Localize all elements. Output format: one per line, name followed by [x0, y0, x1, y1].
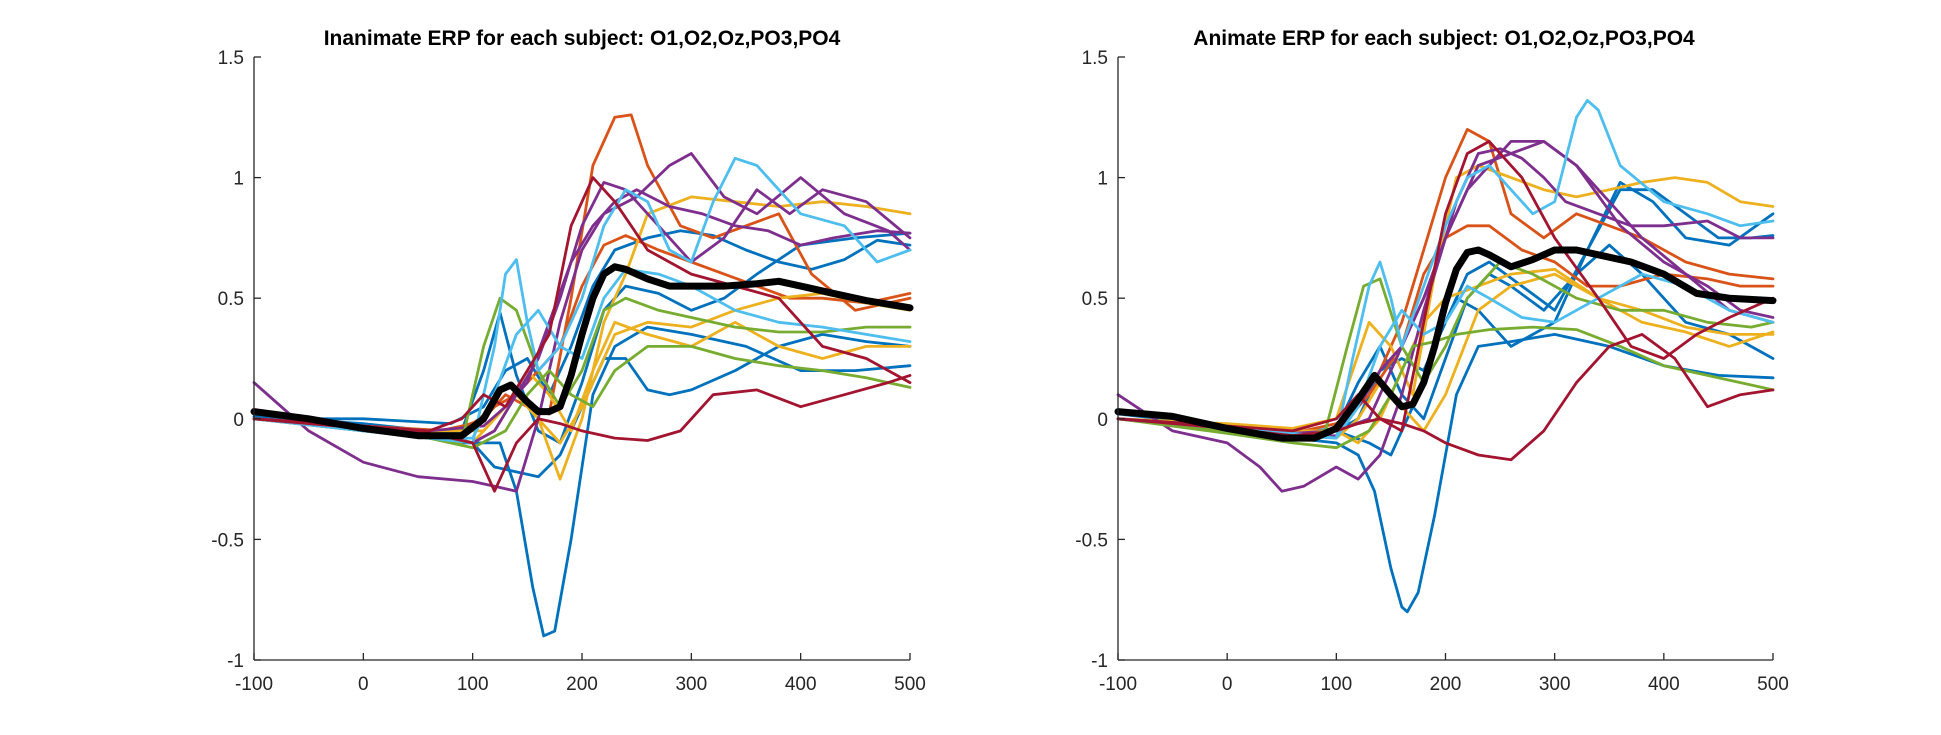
animate-erp-chart: Animate ERP for each subject: O1,O2,Oz,P…	[1075, 27, 1789, 695]
chart-title: Animate ERP for each subject: O1,O2,Oz,P…	[1193, 27, 1695, 50]
inanimate-erp-chart: Inanimate ERP for each subject: O1,O2,Oz…	[211, 27, 926, 695]
y-tick-label: -0.5	[211, 530, 244, 551]
y-tick-label: 1.5	[218, 48, 244, 69]
x-tick-label: 100	[1320, 674, 1352, 695]
x-tick-label: -100	[1099, 674, 1137, 695]
series-line-14	[252, 344, 912, 450]
x-tick-label: 400	[1648, 674, 1680, 695]
mean-line	[250, 263, 914, 440]
y-tick-label: 1	[233, 169, 244, 190]
chart-title: Inanimate ERP for each subject: O1,O2,Oz…	[324, 27, 841, 50]
series-line-10	[1116, 139, 1775, 493]
series-line-17	[252, 373, 912, 493]
y-tick-label: -1	[227, 651, 244, 672]
series-layer	[252, 113, 912, 638]
y-tick-label: 0	[233, 410, 244, 431]
x-tick-label: -100	[235, 674, 273, 695]
x-tick-label: 500	[1757, 674, 1789, 695]
series-line-14	[1116, 325, 1775, 450]
y-tick-label: 1.5	[1082, 48, 1108, 69]
mean-layer	[1114, 246, 1777, 442]
y-tick-label: 1	[1097, 169, 1108, 190]
x-tick-label: 0	[1222, 674, 1233, 695]
y-tick-label: 0	[1097, 410, 1108, 431]
x-tick-label: 300	[675, 674, 707, 695]
x-tick-label: 400	[785, 674, 817, 695]
series-line-18	[1116, 139, 1775, 433]
series-line-18	[252, 176, 912, 433]
series-line-16	[1116, 272, 1775, 440]
series-line-12	[1116, 147, 1775, 435]
series-line-10	[252, 152, 912, 493]
x-tick-label: 500	[894, 674, 926, 695]
x-tick-label: 200	[1430, 674, 1462, 695]
x-tick-label: 0	[358, 674, 369, 695]
series-line-15	[252, 156, 912, 445]
series-line-4	[252, 229, 912, 426]
x-tick-label: 200	[566, 674, 598, 695]
x-tick-label: 100	[457, 674, 489, 695]
series-line-1	[252, 325, 912, 638]
series-line-1	[1116, 332, 1775, 614]
series-line-15	[1116, 99, 1775, 440]
y-tick-label: -1	[1091, 651, 1108, 672]
mean-line	[1114, 246, 1777, 442]
axes-layer: -100 0 100 200 300 400 500 -1 -0.5 0 0.5 1 1.5	[1075, 48, 1789, 695]
series-layer	[1116, 99, 1775, 614]
series-line-16	[252, 267, 912, 440]
y-tick-label: 0.5	[218, 289, 244, 310]
y-tick-label: 0.5	[1082, 289, 1108, 310]
x-tick-label: 300	[1539, 674, 1571, 695]
axes-layer: -100 0 100 200 300 400 500 -1 -0.5 0 0.5 1 1.5	[211, 48, 926, 695]
mean-layer	[250, 263, 914, 440]
y-tick-label: -0.5	[1075, 530, 1108, 551]
